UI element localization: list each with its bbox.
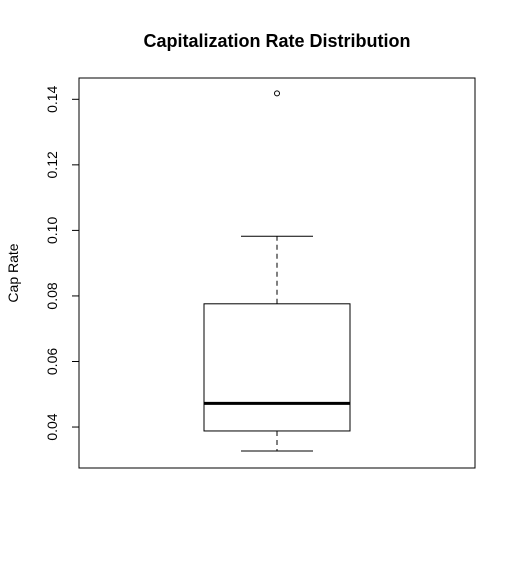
y-tick-label: 0.04	[44, 413, 60, 440]
chart-title: Capitalization Rate Distribution	[143, 31, 410, 51]
y-tick-label: 0.12	[44, 151, 60, 178]
iqr-box	[203, 303, 351, 432]
y-tick-label: 0.10	[44, 217, 60, 244]
y-tick-label: 0.14	[44, 85, 60, 112]
y-tick-label: 0.06	[44, 348, 60, 375]
box-group	[203, 90, 351, 452]
y-tick-label: 0.08	[44, 282, 60, 309]
y-axis-label: Cap Rate	[5, 243, 21, 302]
outlier-point	[274, 90, 280, 97]
y-axis: 0.04 0.06 0.08 0.10 0.12 0.14	[44, 85, 80, 441]
